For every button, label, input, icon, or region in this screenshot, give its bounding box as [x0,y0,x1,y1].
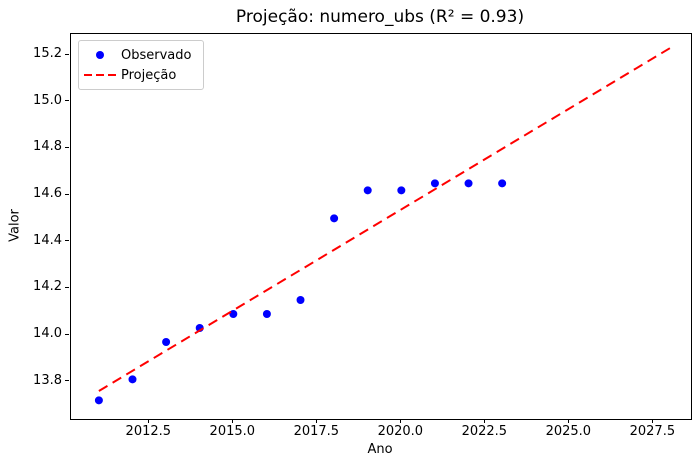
observed-point [162,338,171,346]
x-axis-label: Ano [367,442,393,457]
x-tick-label: 2012.5 [125,424,172,439]
legend-marker-cell [79,51,121,59]
x-tick-mark [651,419,653,423]
y-tick-label: 15.2 [33,46,62,61]
y-tick-mark [65,240,69,242]
x-tick-label: 2025.0 [545,424,592,439]
y-tick-mark [65,146,69,148]
observed-point [464,179,473,188]
y-tick-mark [65,100,69,102]
y-tick-label: 14.2 [33,279,62,295]
x-tick-mark [231,419,233,423]
y-tick-mark [65,193,69,195]
x-tick-label: 2022.5 [461,424,508,439]
legend-marker-cell [79,74,121,76]
x-tick-label: 2015.0 [209,424,256,439]
y-tick-label: 14.0 [33,326,62,341]
observed-point [363,186,372,195]
observed-point [330,214,339,223]
legend: Observado Projeção [78,40,204,90]
x-tick-mark [147,419,149,423]
y-tick-mark [65,333,69,335]
observed-point [262,310,271,318]
observed-point [229,310,238,318]
y-tick-mark [65,53,69,55]
projection-line [98,47,671,392]
observed-point [94,396,103,405]
legend-label-observado: Observado [121,47,192,63]
x-tick-label: 2020.0 [377,424,424,439]
y-tick-label: 14.8 [33,139,62,155]
chart-title: Projeção: numero_ubs (R² = 0.93) [235,7,525,27]
observed-point [128,375,137,384]
legend-item-projecao: Projeção [79,65,197,85]
x-tick-mark [315,419,317,423]
y-tick-label: 14.4 [33,232,62,248]
y-tick-label: 13.8 [33,372,62,388]
observed-point [430,179,439,188]
x-tick-mark [399,419,401,423]
plot-area: Observado Projeção [70,33,692,420]
legend-label-projecao: Projeção [121,67,177,83]
dashed-line-icon [84,74,116,76]
observed-point [397,186,406,195]
x-tick-mark [567,419,569,423]
observed-point [498,179,507,188]
legend-item-observado: Observado [79,45,197,65]
x-tick-label: 2017.5 [293,424,340,439]
scatter-dot-icon [96,51,104,59]
y-axis-label: Valor [7,209,23,242]
observed-point [296,296,305,304]
x-tick-mark [483,419,485,423]
y-tick-label: 14.6 [33,186,62,201]
y-tick-label: 15.0 [33,92,62,108]
x-tick-label: 2027.5 [629,424,676,439]
y-tick-mark [65,286,69,288]
y-tick-mark [65,380,69,382]
plot-canvas [94,47,671,405]
